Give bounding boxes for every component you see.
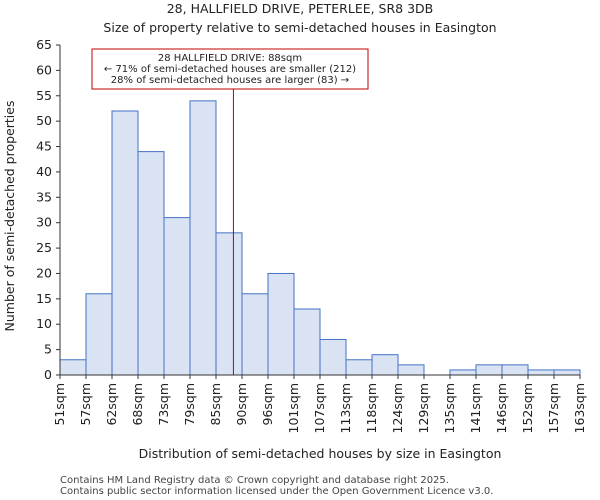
bar-118sqm: [371, 354, 399, 376]
bar-73sqm: [163, 217, 191, 376]
x-axis: 51sqm 57sqm 62sqm 68sqm 73sqm 79sqm 85sqm 90sqm…: [52, 375, 587, 433]
y-tick-label: 15: [36, 291, 52, 306]
bar-152sqm: [527, 369, 555, 376]
x-tick-label: 146sqm: [494, 383, 509, 433]
y-tick-label: 65: [36, 37, 52, 52]
bar-146sqm: [501, 364, 529, 376]
y-tick-label: 25: [36, 240, 52, 255]
x-tick-label: 62sqm: [104, 383, 119, 426]
x-tick-label: 90sqm: [234, 383, 249, 426]
x-tick-label: 124sqm: [390, 383, 405, 433]
chart-title: 28, HALLFIELD DRIVE, PETERLEE, SR8 3DB: [167, 1, 434, 16]
y-axis-title: Number of semi-detached properties: [2, 101, 17, 332]
x-tick-label: 163sqm: [572, 383, 587, 433]
y-tick-label: 45: [36, 139, 52, 154]
y-tick-label: 35: [36, 189, 52, 204]
bar-51sqm: [59, 359, 87, 376]
annotation-line-3: 28% of semi-detached houses are larger (…: [111, 75, 349, 86]
x-tick-label: 113sqm: [338, 383, 353, 433]
y-tick-label: 0: [44, 367, 52, 382]
bar-68sqm: [137, 151, 165, 376]
bar-157sqm: [553, 369, 581, 376]
bar-85sqm: [215, 232, 243, 376]
y-tick-label: 50: [36, 113, 52, 128]
chart-subtitle: Size of property relative to semi-detach…: [103, 20, 496, 35]
x-tick-label: 129sqm: [416, 383, 431, 433]
x-tick-label: 101sqm: [286, 383, 301, 433]
y-tick-label: 40: [36, 164, 52, 179]
bar-57sqm: [85, 293, 113, 376]
bar-107sqm: [319, 338, 347, 376]
y-tick-label: 10: [36, 316, 52, 331]
bar-79sqm: [189, 100, 217, 376]
annotation-line-2: ← 71% of semi-detached houses are smalle…: [104, 64, 356, 75]
x-tick-label: 135sqm: [442, 383, 457, 433]
x-tick-label: 51sqm: [52, 383, 67, 426]
bar-124sqm: [397, 364, 425, 376]
x-tick-label: 157sqm: [546, 383, 561, 433]
y-tick-label: 60: [36, 62, 52, 77]
x-tick-label: 107sqm: [312, 383, 327, 433]
x-tick-label: 118sqm: [364, 383, 379, 433]
annotation-line-1: 28 HALLFIELD DRIVE: 88sqm: [158, 53, 302, 64]
bars-group: [59, 100, 581, 376]
bar-90sqm: [241, 293, 269, 376]
y-axis: 0 5 10 15 20 25 30 35 40 45 50 55 60 65: [36, 37, 60, 382]
annotation-box: 28 HALLFIELD DRIVE: 88sqm ← 71% of semi-…: [91, 48, 369, 90]
x-tick-label: 96sqm: [260, 383, 275, 426]
x-tick-label: 152sqm: [520, 383, 535, 433]
x-tick-label: 68sqm: [130, 383, 145, 426]
y-tick-label: 30: [36, 215, 52, 230]
x-tick-label: 57sqm: [78, 383, 93, 426]
bar-96sqm: [267, 272, 295, 376]
footer-line-1: Contains HM Land Registry data © Crown c…: [60, 475, 449, 486]
bar-101sqm: [293, 308, 321, 376]
y-tick-label: 5: [44, 342, 52, 357]
x-tick-label: 79sqm: [182, 383, 197, 426]
bar-141sqm: [475, 364, 503, 376]
y-tick-label: 55: [36, 88, 52, 103]
x-tick-label: 141sqm: [468, 383, 483, 433]
x-tick-label: 85sqm: [208, 383, 223, 426]
y-tick-label: 20: [36, 265, 52, 280]
x-axis-title: Distribution of semi-detached houses by …: [139, 446, 502, 461]
bar-135sqm: [449, 369, 477, 376]
bar-62sqm: [111, 110, 139, 376]
bar-113sqm: [345, 359, 373, 376]
x-tick-label: 73sqm: [156, 383, 171, 426]
footer-line-2: Contains public sector information licen…: [60, 486, 493, 497]
